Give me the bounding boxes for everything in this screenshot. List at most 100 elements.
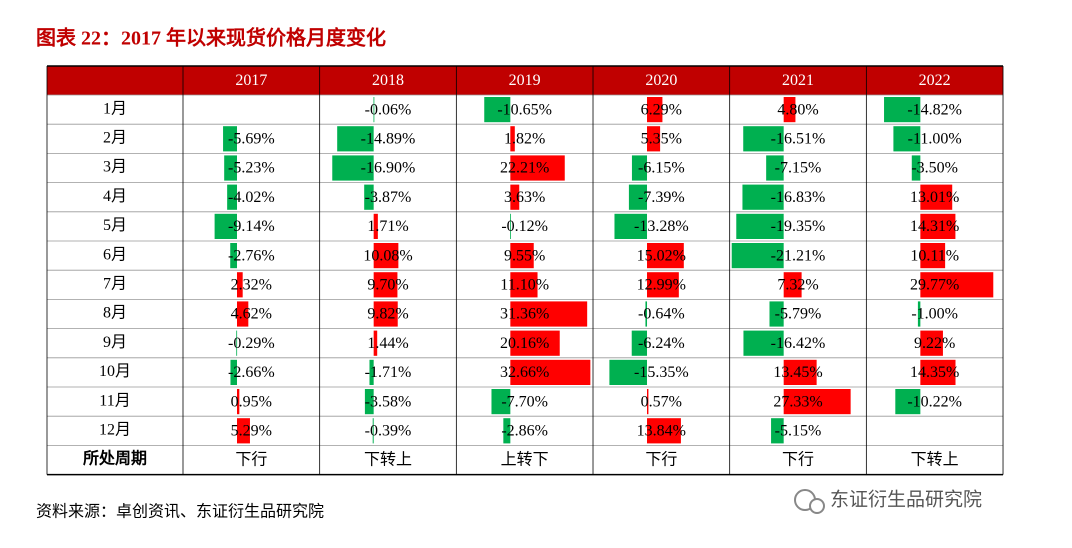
- cell-value: 9.82%: [367, 306, 408, 323]
- cell-value: -16.83%: [771, 189, 826, 206]
- cell-value: -1.00%: [911, 306, 958, 323]
- cell-value: -5.79%: [775, 306, 822, 323]
- cell-value: -7.70%: [501, 393, 548, 410]
- cell-value: -14.89%: [361, 130, 416, 147]
- cell-value: -13.28%: [634, 218, 689, 235]
- cell-value: -6.15%: [638, 160, 685, 177]
- data-bar: [510, 184, 520, 210]
- cell-value: 7.32%: [777, 276, 818, 293]
- data-bar: [736, 213, 784, 239]
- data-bar: [373, 213, 378, 239]
- data-bar: [920, 184, 953, 210]
- cell-value: -16.90%: [361, 160, 416, 177]
- data-bar: [484, 97, 511, 123]
- cell-value: 1.71%: [367, 218, 408, 235]
- watermark: 东证衍生品研究院: [830, 489, 982, 511]
- data-bar: [647, 389, 649, 415]
- cell-value: -16.51%: [771, 130, 826, 147]
- cell-value: -5.23%: [228, 160, 275, 177]
- cell-value: -16.42%: [771, 335, 826, 352]
- data-bar: [230, 243, 237, 269]
- data-bar: [920, 359, 956, 385]
- cell-value: 10.11%: [910, 247, 959, 264]
- grid: [46, 65, 1004, 476]
- row-label: 3月: [103, 159, 127, 176]
- data-bar: [237, 301, 249, 327]
- data-bar: [647, 97, 663, 123]
- data-bar: [783, 359, 817, 385]
- cell-value: 9.55%: [504, 247, 545, 264]
- data-bar: [214, 213, 237, 239]
- cell-value: -11.00%: [908, 130, 962, 147]
- cell-value: 29.77%: [910, 276, 959, 293]
- cell-value: 13.84%: [637, 422, 686, 439]
- cell-value: 32.66%: [500, 364, 549, 381]
- data-bar: [731, 243, 784, 269]
- data-bar: [364, 184, 374, 210]
- data-bar: [237, 389, 240, 415]
- data-bar: [783, 97, 796, 123]
- cell-value: 6.29%: [641, 101, 682, 118]
- row-label: 6月: [103, 246, 127, 263]
- data-bar: [884, 97, 921, 123]
- cell-value: -5.69%: [228, 130, 275, 147]
- data-bar: [227, 184, 237, 210]
- column-header: 2022: [919, 72, 951, 89]
- cell-value: 4.80%: [777, 101, 818, 118]
- data-bar: [373, 272, 398, 298]
- row-label: 1月: [103, 100, 127, 117]
- column-header: 2021: [782, 72, 814, 89]
- cell-value: -2.86%: [501, 422, 548, 439]
- data-bar: [230, 359, 237, 385]
- column-header: 2018: [372, 72, 404, 89]
- cell-value: -15.35%: [634, 364, 689, 381]
- data-bar: [510, 243, 534, 269]
- title: 图表 22：2017 年以来现货价格月度变化: [36, 26, 386, 50]
- cell-value: 3.63%: [504, 189, 545, 206]
- row-label: 8月: [103, 305, 127, 322]
- cell-value: 2.32%: [231, 276, 272, 293]
- data-bar: [373, 301, 398, 327]
- watermark-icon: [794, 489, 825, 514]
- cell-value: -0.12%: [501, 218, 548, 235]
- source: 资料来源：卓创资讯、东证衍生品研究院: [36, 503, 324, 521]
- data-bar: [920, 272, 994, 298]
- data-bar: [920, 330, 943, 356]
- footer-cell: 下转上: [364, 451, 412, 469]
- row-label: 10月: [99, 363, 131, 380]
- data-bar: [237, 272, 243, 298]
- column-header: 2020: [645, 72, 677, 89]
- data-bar: [895, 389, 921, 415]
- footer-cell: 下行: [235, 451, 267, 469]
- footer-cell: 下行: [645, 451, 677, 469]
- data-bar: [645, 301, 648, 327]
- data-bar: [631, 330, 648, 356]
- cell-value: 11.10%: [500, 276, 549, 293]
- row-label: 11月: [99, 392, 130, 409]
- cell-value: 15.02%: [637, 247, 686, 264]
- cell-value: 13.01%: [910, 189, 959, 206]
- data-bar: [373, 243, 399, 269]
- data-bar: [364, 389, 374, 415]
- data-bar: [742, 184, 784, 210]
- cell-value: 13.45%: [773, 364, 822, 381]
- data-bar: [510, 301, 588, 327]
- cell-value: -10.22%: [907, 393, 962, 410]
- header-bg: [47, 66, 1003, 95]
- cell-value: 14.35%: [910, 364, 959, 381]
- data-bar: [373, 97, 375, 123]
- cell-value: 14.31%: [910, 218, 959, 235]
- cell-value: 31.36%: [500, 306, 549, 323]
- data-bar: [628, 184, 648, 210]
- data-bar: [893, 126, 921, 152]
- column-header: 2019: [509, 72, 541, 89]
- cell-value: 1.82%: [504, 130, 545, 147]
- cell-value: -0.06%: [365, 101, 412, 118]
- cells: 2017 2018 2019 2020 2021 2022 1月 -0.06% -10.65% 6…: [83, 72, 962, 469]
- footer-label: 所处周期: [83, 449, 147, 468]
- cell-value: 0.95%: [231, 393, 272, 410]
- cell-value: -3.87%: [365, 189, 412, 206]
- cell-value: -4.02%: [228, 189, 275, 206]
- row-label: 12月: [99, 421, 131, 438]
- data-bar: [769, 301, 784, 327]
